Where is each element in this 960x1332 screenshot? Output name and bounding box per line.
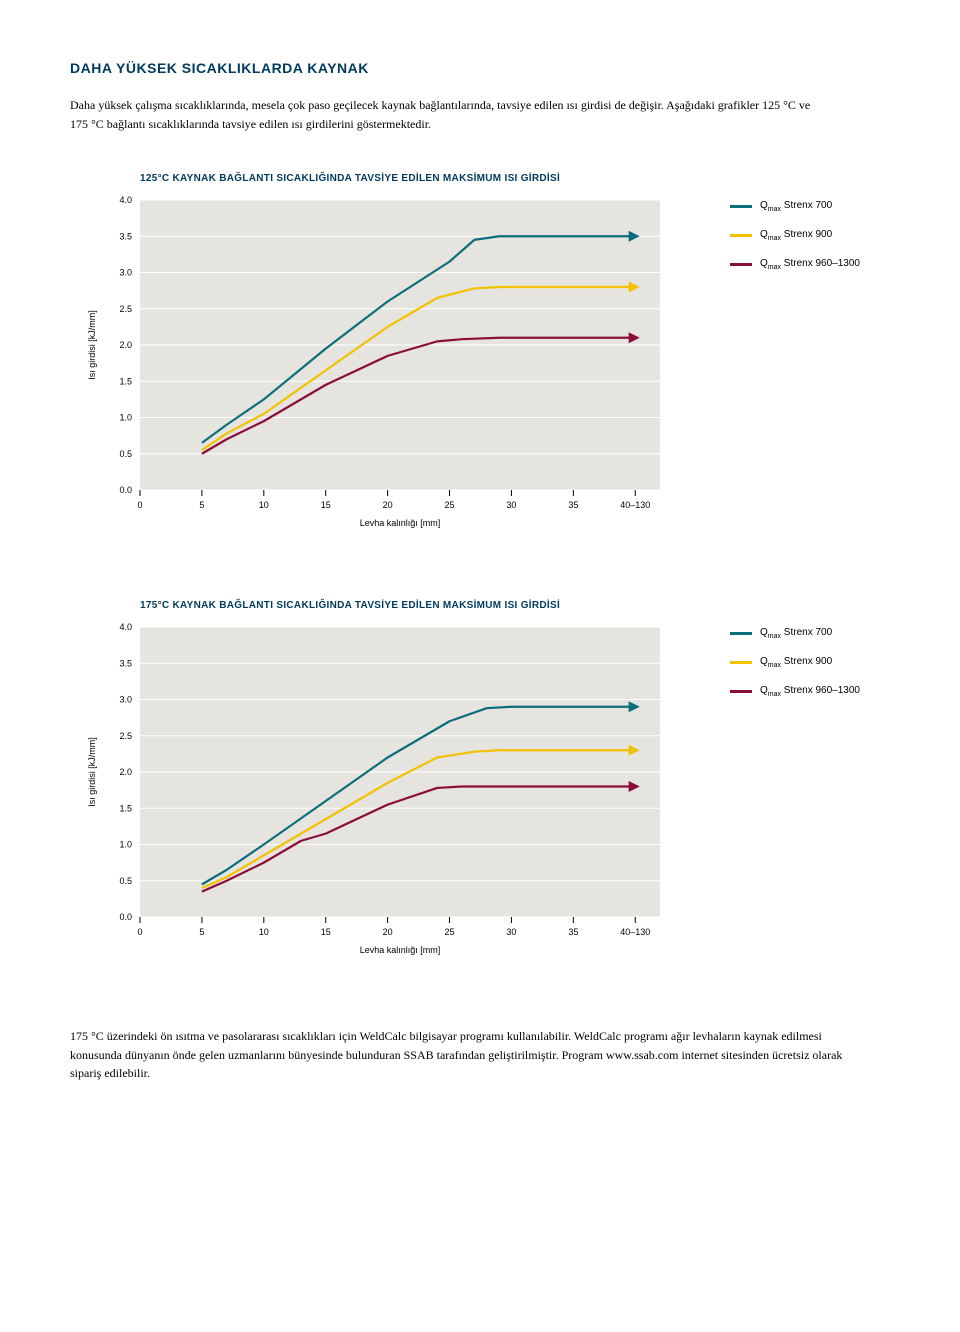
chart-legend: Qmax Strenx 700 Qmax Strenx 900 Qmax Stren… xyxy=(730,627,860,714)
x-tick-label: 5 xyxy=(199,500,204,510)
y-tick-label: 3.5 xyxy=(119,658,132,668)
chart-block: 125°C KAYNAK BAĞLANTI SICAKLIĞINDA TAVSİ… xyxy=(70,173,890,550)
legend-item: Qmax Strenx 960–1300 xyxy=(730,258,860,271)
legend-label: Qmax Strenx 960–1300 xyxy=(760,685,860,698)
legend-swatch xyxy=(730,661,752,664)
chart-title: 125°C KAYNAK BAĞLANTI SICAKLIĞINDA TAVSİ… xyxy=(140,173,890,184)
y-tick-label: 0.0 xyxy=(119,485,132,495)
x-tick-label: 40–130 xyxy=(620,500,650,510)
y-tick-label: 0.0 xyxy=(119,912,132,922)
x-tick-label: 25 xyxy=(445,500,455,510)
chart-legend: Qmax Strenx 700 Qmax Strenx 900 Qmax Stren… xyxy=(730,200,860,287)
x-tick-label: 15 xyxy=(321,927,331,937)
x-tick-label: 15 xyxy=(321,500,331,510)
y-tick-label: 1.5 xyxy=(119,803,132,813)
legend-label: Qmax Strenx 700 xyxy=(760,200,832,213)
legend-item: Qmax Strenx 960–1300 xyxy=(730,685,860,698)
x-tick-label: 10 xyxy=(259,927,269,937)
legend-item: Qmax Strenx 700 xyxy=(730,200,860,213)
legend-label: Qmax Strenx 700 xyxy=(760,627,832,640)
legend-label: Qmax Strenx 900 xyxy=(760,229,832,242)
legend-swatch xyxy=(730,205,752,208)
y-axis-label: Isı girdisi [kJ/mm] xyxy=(87,310,97,380)
x-tick-label: 35 xyxy=(568,500,578,510)
line-chart: 0.0 0.5 1.0 1.5 2.0 2.5 3.0 3.5 4.0 0 5 10 15 20 25 30 3… xyxy=(70,190,710,550)
legend-swatch xyxy=(730,632,752,635)
chart-wrap: 0.0 0.5 1.0 1.5 2.0 2.5 3.0 3.5 4.0 0 5 10 15 20 25 30 3… xyxy=(70,190,890,550)
x-tick-label: 0 xyxy=(137,500,142,510)
x-tick-label: 0 xyxy=(137,927,142,937)
x-tick-label: 30 xyxy=(506,927,516,937)
x-tick-label: 35 xyxy=(568,927,578,937)
chart-wrap: 0.0 0.5 1.0 1.5 2.0 2.5 3.0 3.5 4.0 0 5 10 15 20 25 30 3… xyxy=(70,617,890,977)
legend-item: Qmax Strenx 900 xyxy=(730,229,860,242)
intro-paragraph: Daha yüksek çalışma sıcaklıklarında, mes… xyxy=(70,96,830,133)
chart-title: 175°C KAYNAK BAĞLANTI SICAKLIĞINDA TAVSİ… xyxy=(140,600,890,611)
x-tick-label: 20 xyxy=(383,500,393,510)
y-tick-label: 1.0 xyxy=(119,413,132,423)
chart-block: 175°C KAYNAK BAĞLANTI SICAKLIĞINDA TAVSİ… xyxy=(70,600,890,977)
x-tick-label: 20 xyxy=(383,927,393,937)
y-axis-label: Isı girdisi [kJ/mm] xyxy=(87,737,97,807)
legend-swatch xyxy=(730,690,752,693)
legend-item: Qmax Strenx 900 xyxy=(730,656,860,669)
x-tick-label: 25 xyxy=(445,927,455,937)
page-title: DAHA YÜKSEK SICAKLIKLARDA KAYNAK xyxy=(70,60,890,76)
x-axis-label: Levha kalınlığı [mm] xyxy=(360,518,441,528)
legend-item: Qmax Strenx 700 xyxy=(730,627,860,640)
y-tick-label: 0.5 xyxy=(119,876,132,886)
x-tick-label: 40–130 xyxy=(620,927,650,937)
y-tick-label: 2.0 xyxy=(119,340,132,350)
y-tick-label: 4.0 xyxy=(119,195,132,205)
y-tick-label: 1.0 xyxy=(119,840,132,850)
footer-paragraph: 175 °C üzerindeki ön ısıtma ve pasolarar… xyxy=(70,1027,850,1083)
legend-swatch xyxy=(730,234,752,237)
x-tick-label: 30 xyxy=(506,500,516,510)
y-tick-label: 0.5 xyxy=(119,449,132,459)
y-tick-label: 3.0 xyxy=(119,268,132,278)
y-tick-label: 1.5 xyxy=(119,376,132,386)
legend-label: Qmax Strenx 960–1300 xyxy=(760,258,860,271)
x-tick-label: 5 xyxy=(199,927,204,937)
line-chart: 0.0 0.5 1.0 1.5 2.0 2.5 3.0 3.5 4.0 0 5 10 15 20 25 30 3… xyxy=(70,617,710,977)
x-tick-label: 10 xyxy=(259,500,269,510)
legend-swatch xyxy=(730,263,752,266)
y-tick-label: 3.0 xyxy=(119,695,132,705)
y-tick-label: 2.5 xyxy=(119,731,132,741)
y-tick-label: 3.5 xyxy=(119,231,132,241)
legend-label: Qmax Strenx 900 xyxy=(760,656,832,669)
y-tick-label: 2.5 xyxy=(119,304,132,314)
y-tick-label: 2.0 xyxy=(119,767,132,777)
x-axis-label: Levha kalınlığı [mm] xyxy=(360,945,441,955)
y-tick-label: 4.0 xyxy=(119,622,132,632)
